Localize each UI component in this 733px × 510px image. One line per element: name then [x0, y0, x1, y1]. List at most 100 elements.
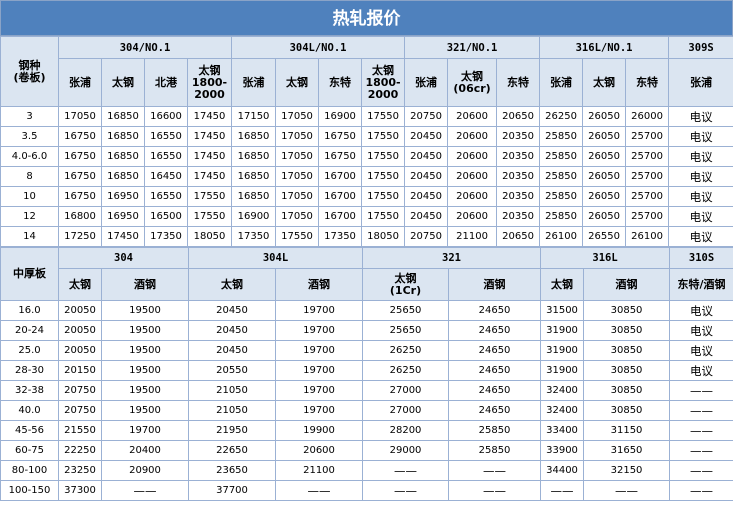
price-cell: 16550	[144, 146, 188, 167]
price-cell: 32150	[583, 460, 671, 481]
thickness-cell: 40.0	[0, 400, 59, 421]
price-cell: 32400	[540, 380, 585, 401]
price-cell: 18050	[361, 226, 406, 247]
price-cell: 17350	[144, 226, 188, 247]
price-cell: 25850	[539, 186, 584, 207]
price-cell: ——	[669, 420, 733, 441]
price-cell: 19700	[274, 360, 364, 381]
price-cell: 17050	[275, 146, 320, 167]
price-cell: 20750	[404, 106, 449, 127]
page-title: 热轧报价	[0, 0, 733, 36]
price-cell: 16750	[318, 126, 363, 147]
price-cell: 17550	[361, 106, 406, 127]
price-cell: 20450	[404, 206, 449, 227]
mill-header: 太钢	[275, 58, 320, 107]
price-cell: 20750	[404, 226, 449, 247]
price-cell: 21950	[188, 420, 276, 441]
price-cell: 17350	[318, 226, 363, 247]
price-cell: 20600	[447, 206, 498, 227]
price-cell: 31900	[540, 320, 585, 341]
price-cell: 25700	[625, 146, 670, 167]
price-cell: 电议	[668, 146, 733, 167]
price-cell: 26050	[582, 186, 627, 207]
price-cell: 17350	[231, 226, 277, 247]
price-cell: 25700	[625, 126, 670, 147]
price-cell: ——	[669, 400, 733, 421]
price-cell: ——	[274, 480, 364, 501]
table-row: 3 17050 16850 16600 17450 17150 17050 16900 1755…	[0, 106, 733, 127]
price-cell: 20450	[404, 186, 449, 207]
mill-header: 太钢 1800- 2000	[361, 58, 406, 107]
price-cell: 30850	[583, 380, 671, 401]
price-cell: 20400	[101, 440, 189, 461]
price-cell: 16450	[144, 166, 188, 187]
price-cell: 17250	[58, 226, 102, 247]
thickness-cell: 100-150	[0, 480, 59, 501]
price-cell: 20050	[58, 320, 102, 341]
price-cell: 16550	[144, 186, 188, 207]
price-cell: 26050	[582, 166, 627, 187]
price-cell: 17050	[58, 106, 102, 127]
mill-header: 张浦	[668, 58, 733, 107]
price-cell: 31500	[540, 300, 585, 321]
price-cell: ——	[362, 480, 450, 501]
price-cell: 16750	[58, 126, 102, 147]
price-cell: 26050	[582, 146, 627, 167]
price-cell: 20050	[58, 340, 102, 361]
price-cell: 28200	[362, 420, 450, 441]
price-cell: 20150	[58, 360, 102, 381]
price-cell: 21050	[188, 380, 276, 401]
price-cell: ——	[448, 460, 542, 481]
price-cell: 20900	[101, 460, 189, 481]
price-cell: 16900	[318, 106, 363, 127]
thickness-cell: 80-100	[0, 460, 59, 481]
price-cell: 17050	[275, 126, 320, 147]
thickness-cell: 20-24	[0, 320, 59, 341]
price-cell: 电议	[668, 166, 733, 187]
table-row: 8 16750 16850 16450 17450 16850 17050 16700 1755…	[0, 166, 733, 187]
price-cell: 27000	[362, 380, 450, 401]
price-cell: 16500	[144, 206, 188, 227]
mill-header: 东特/酒钢	[669, 268, 733, 301]
price-cell: 17550	[361, 186, 406, 207]
table-row: 60-75 22250 20400 22650 20600 29000 25850 33900…	[0, 440, 733, 461]
mill-header-row: 太钢 酒钢 太钢 酒钢 太钢 (1Cr) 酒钢 太钢 酒钢 东特/酒钢	[1, 268, 733, 301]
thickness-cell: 28-30	[0, 360, 59, 381]
price-cell: 16950	[101, 186, 145, 207]
price-cell: 电议	[668, 126, 733, 147]
price-cell: 18050	[186, 226, 233, 247]
table-row: 40.0 20750 19500 21050 19700 27000 24650 32400 3…	[0, 400, 733, 421]
price-cell: 16800	[58, 206, 102, 227]
price-cell: 37300	[58, 480, 102, 501]
price-cell: ——	[362, 460, 450, 481]
price-cell: 16900	[231, 206, 277, 227]
price-cell: 20350	[496, 186, 541, 207]
thickness-cell: 4.0-6.0	[0, 146, 59, 167]
price-cell: 26050	[582, 206, 627, 227]
price-cell: 25650	[362, 320, 450, 341]
grade-header-row: 中厚板 304 304L 321 316L 310S	[0, 247, 733, 301]
price-cell: 电议	[669, 320, 733, 341]
price-cell: 17550	[186, 206, 233, 227]
price-cell: 19900	[274, 420, 364, 441]
price-cell: 19700	[274, 320, 364, 341]
thickness-cell: 25.0	[0, 340, 59, 361]
price-cell: 21050	[188, 400, 276, 421]
thickness-cell: 3.5	[0, 126, 59, 147]
price-cell: 20600	[274, 440, 364, 461]
price-cell: 电议	[669, 360, 733, 381]
price-cell: ——	[669, 460, 733, 481]
grade-header: 310S	[669, 247, 733, 269]
price-cell: 20600	[447, 126, 498, 147]
price-cell: 20550	[188, 360, 276, 381]
price-cell: 20450	[188, 300, 276, 321]
price-cell: 16750	[58, 186, 102, 207]
mill-header: 东特	[318, 58, 363, 107]
price-cell: 26250	[362, 340, 450, 361]
grade-header: 321	[362, 247, 542, 269]
price-cell: 30850	[583, 360, 671, 381]
price-cell: 20450	[404, 166, 449, 187]
price-cell: 16850	[231, 146, 277, 167]
price-cell: 31150	[583, 420, 671, 441]
price-cell: ——	[540, 480, 585, 501]
